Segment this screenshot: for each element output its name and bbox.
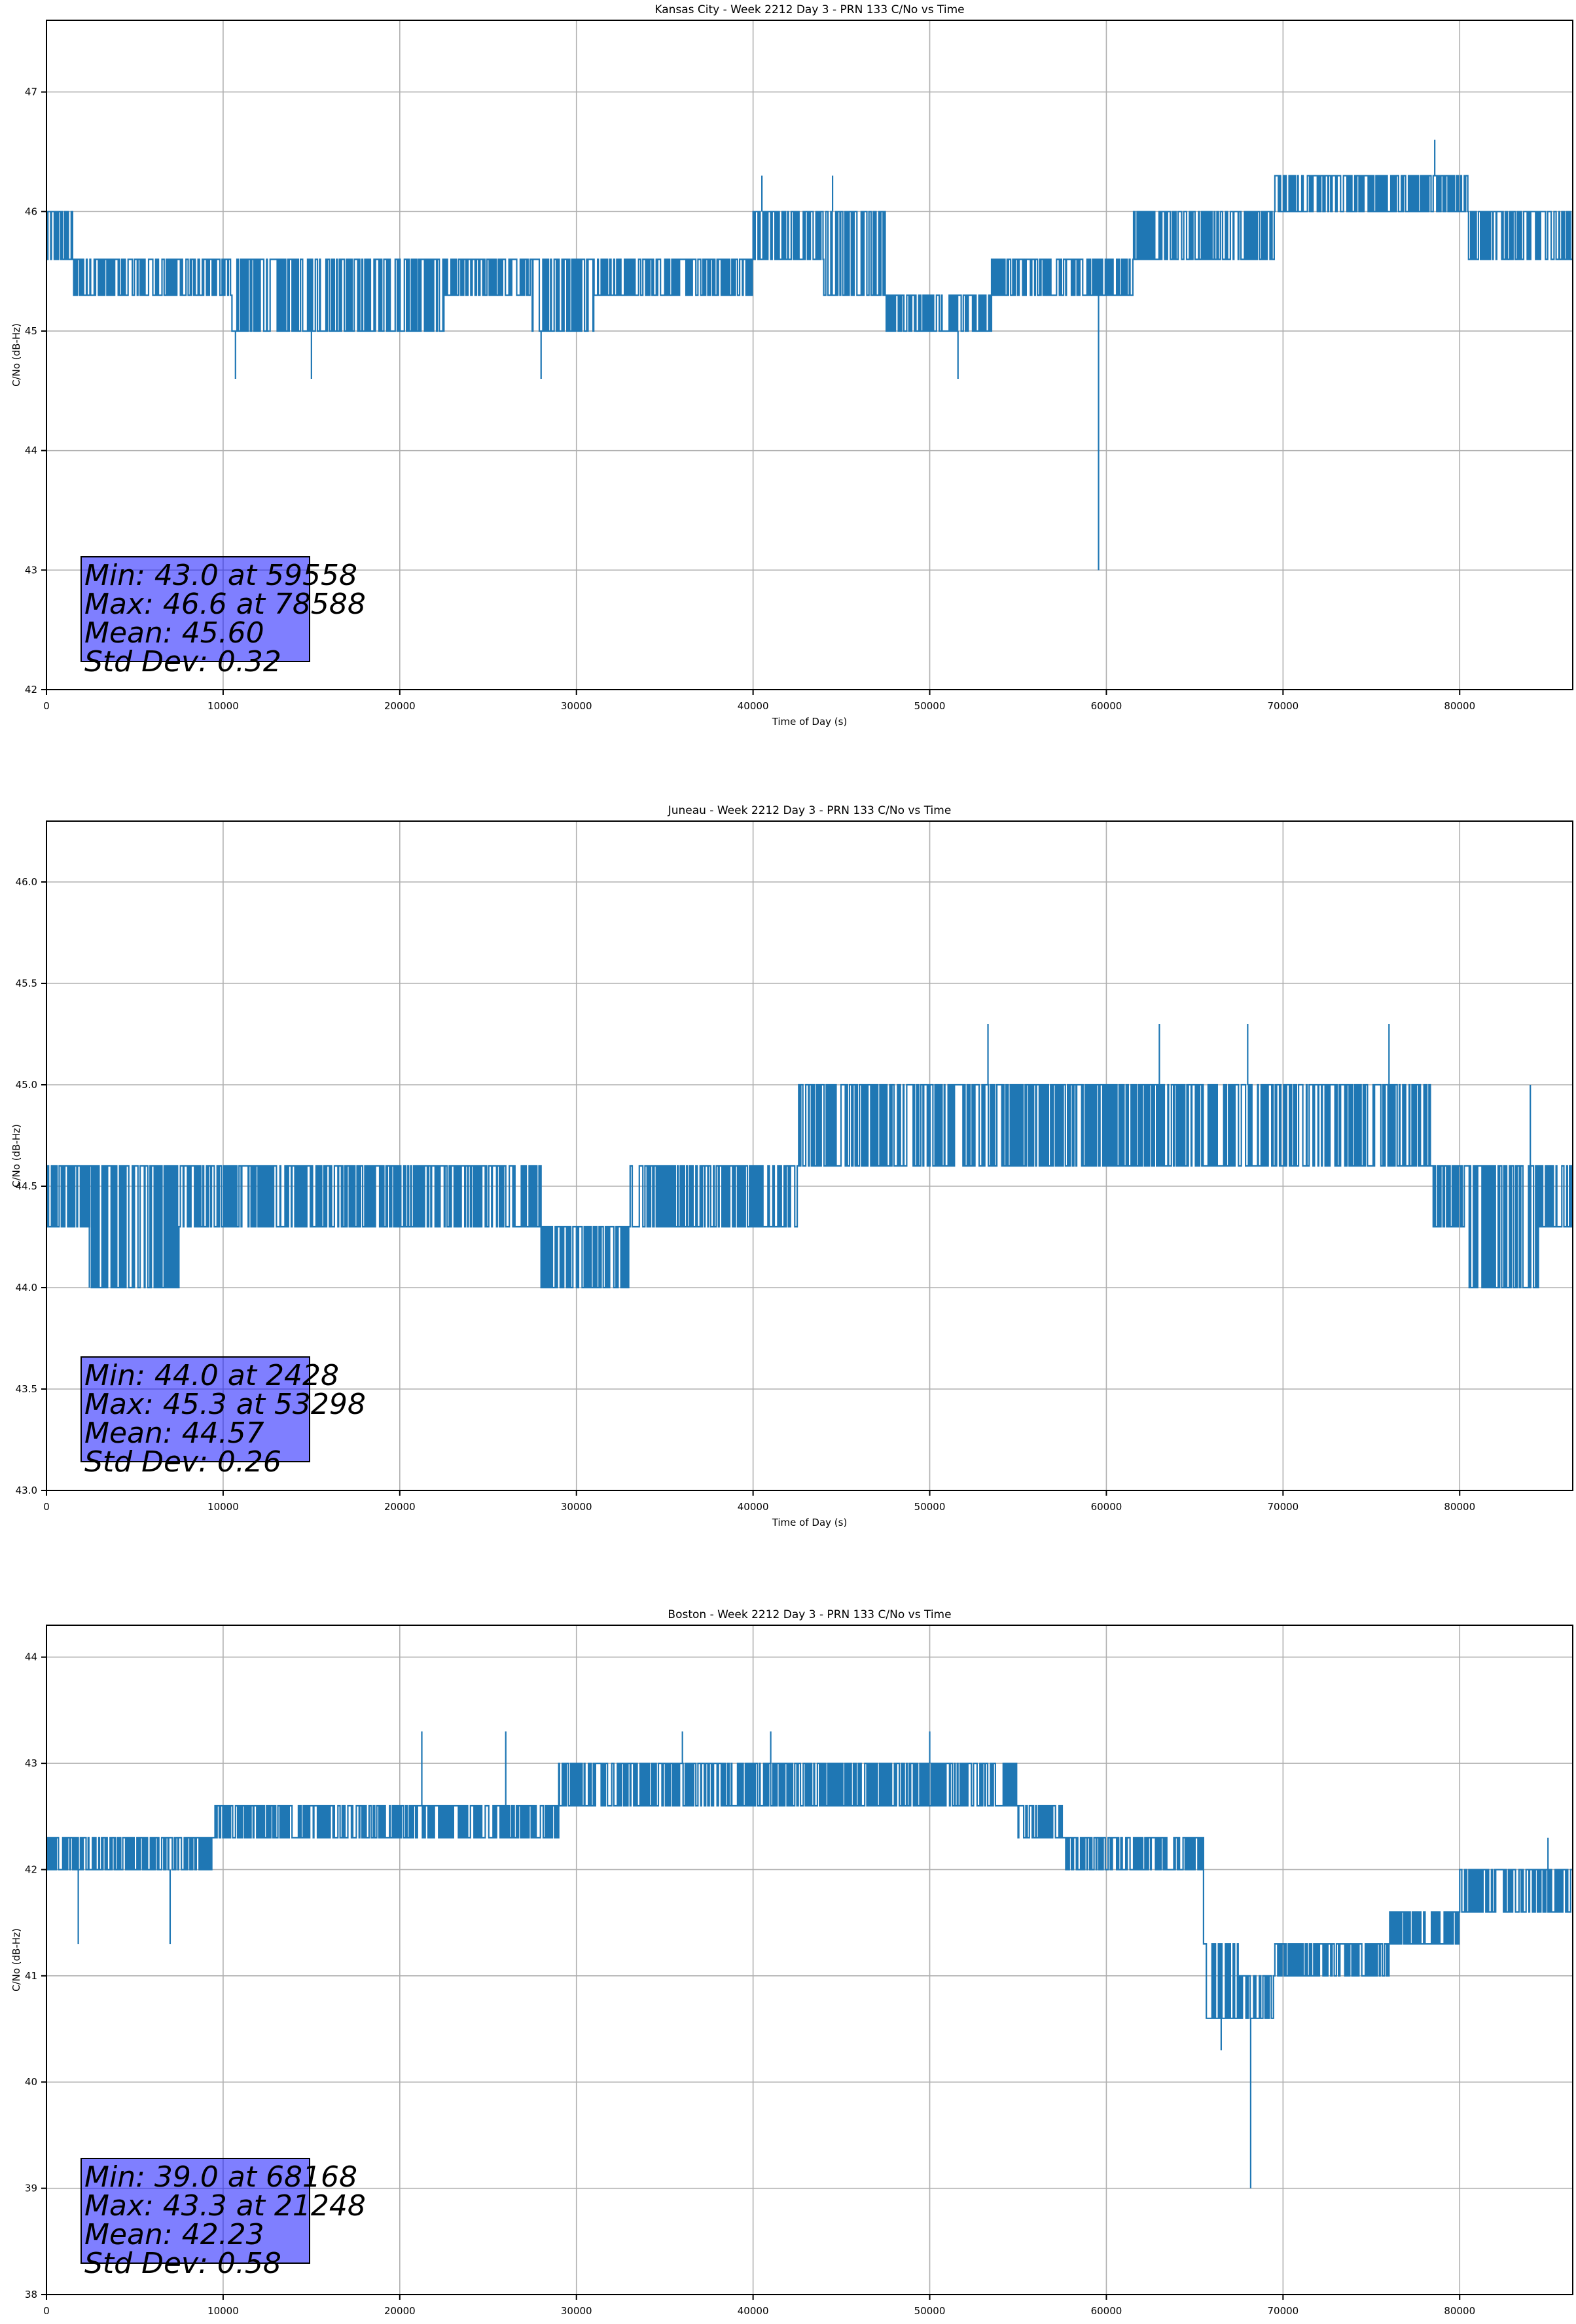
- y-tick-label: 43: [25, 564, 37, 576]
- y-tick-label: 45: [25, 325, 37, 337]
- stats-max: Max: 46.6 at 78588: [84, 588, 366, 621]
- y-tick-label: 42: [25, 1863, 37, 1875]
- x-tick-label: 40000: [738, 2305, 769, 2317]
- y-tick-label: 46: [25, 205, 37, 217]
- x-tick-label: 70000: [1267, 1501, 1298, 1513]
- y-tick-label: 39: [25, 2183, 37, 2194]
- stats-std: Std Dev: 0.32: [84, 645, 281, 678]
- y-axis-label: C/No (dB-Hz): [10, 1928, 22, 1992]
- x-tick-label: 50000: [914, 2305, 946, 2317]
- x-tick-label: 60000: [1091, 2305, 1122, 2317]
- x-tick-label: 0: [43, 700, 50, 712]
- x-tick-label: 60000: [1091, 700, 1122, 712]
- y-tick-label: 42: [25, 684, 37, 695]
- axes-frame: [46, 820, 1573, 1491]
- series-line: [46, 1083, 1573, 1289]
- y-tick-label: 47: [25, 86, 37, 98]
- axes-frame: [46, 1625, 1573, 2295]
- axes-frame: [46, 20, 1573, 690]
- stats-box-boston: Min: 39.0 at 68168 Max: 43.3 at 21248 Me…: [81, 2158, 366, 2278]
- chart-title: Juneau - Week 2212 Day 3 - PRN 133 C/No …: [668, 804, 952, 817]
- series-line: [46, 1763, 1572, 2019]
- y-tick-label: 44: [25, 1651, 37, 1663]
- x-tick-label: 0: [43, 1501, 50, 1513]
- stats-max: Max: 45.3 at 53298: [84, 1388, 366, 1421]
- stats-mean: Mean: 45.60: [84, 616, 264, 650]
- stats-box-juneau: Min: 44.0 at 2428 Max: 45.3 at 53298 Mea…: [81, 1356, 366, 1477]
- x-tick-label: 30000: [561, 700, 592, 712]
- stats-std: Std Dev: 0.26: [84, 1445, 281, 1479]
- chart-panel-2: 0 10000 20000 30000 40000 50000 60000 70000 8000…: [10, 1608, 1573, 2324]
- y-tick-label: 45.0: [16, 1079, 37, 1091]
- stats-min: Min: 43.0 at 59558: [84, 559, 358, 592]
- y-tick-label: 44.0: [16, 1282, 37, 1294]
- x-tick-label: 80000: [1444, 1501, 1475, 1513]
- y-axis-label: C/No (dB-Hz): [10, 1124, 22, 1188]
- x-tick-label: 50000: [914, 700, 946, 712]
- y-tick-label: 43.5: [16, 1383, 37, 1395]
- x-tick-label: 70000: [1267, 2305, 1298, 2317]
- x-tick-label: 40000: [738, 1501, 769, 1513]
- stats-min: Min: 39.0 at 68168: [84, 2160, 358, 2194]
- y-tick-label: 40: [25, 2076, 37, 2088]
- x-tick-label: 80000: [1444, 2305, 1475, 2317]
- stats-max: Max: 43.3 at 21248: [84, 2189, 366, 2223]
- y-tick-label: 45.5: [16, 977, 37, 989]
- x-tick-label: 30000: [561, 2305, 592, 2317]
- x-tick-label: 20000: [384, 2305, 416, 2317]
- y-axis-label: C/No (dB-Hz): [10, 323, 22, 387]
- y-tick-label: 43.0: [16, 1485, 37, 1496]
- x-tick-label: 30000: [561, 1501, 592, 1513]
- x-tick-label: 20000: [384, 1501, 416, 1513]
- x-tick-label: 70000: [1267, 700, 1298, 712]
- stats-mean: Mean: 44.57: [84, 1417, 264, 1450]
- x-tick-label: 20000: [384, 700, 416, 712]
- y-tick-label: 44: [25, 445, 37, 457]
- stats-min: Min: 44.0 at 2428: [84, 1359, 340, 1392]
- stats-mean: Mean: 42.23: [84, 2218, 264, 2251]
- x-tick-label: 10000: [207, 2305, 239, 2317]
- x-tick-label: 60000: [1091, 1501, 1122, 1513]
- x-tick-label: 50000: [914, 1501, 946, 1513]
- x-tick-label: 40000: [738, 700, 769, 712]
- stats-box-kansas-city: Min: 43.0 at 59558 Max: 46.6 at 78588 Me…: [81, 556, 366, 677]
- chart-title: Kansas City - Week 2212 Day 3 - PRN 133 …: [654, 3, 964, 16]
- x-tick-label: 10000: [207, 1501, 239, 1513]
- x-axis-label: Time of Day (s): [772, 1517, 848, 1528]
- chart-panel-1: 0 10000 20000 30000 40000 50000 60000 70000 8000…: [10, 804, 1573, 1528]
- x-axis-label: Time of Day (s): [772, 716, 848, 728]
- y-tick-label: 41: [25, 1970, 37, 1982]
- x-tick-label: 80000: [1444, 700, 1475, 712]
- y-tick-label: 44.5: [16, 1180, 37, 1192]
- x-tick-label: 10000: [207, 700, 239, 712]
- series-line: [46, 175, 1573, 332]
- stats-std: Std Dev: 0.58: [84, 2247, 281, 2280]
- x-tick-label: 0: [43, 2305, 50, 2317]
- y-tick-label: 46.0: [16, 876, 37, 888]
- y-tick-label: 38: [25, 2289, 37, 2300]
- chart-title: Boston - Week 2212 Day 3 - PRN 133 C/No …: [668, 1608, 951, 1621]
- y-tick-label: 43: [25, 1757, 37, 1769]
